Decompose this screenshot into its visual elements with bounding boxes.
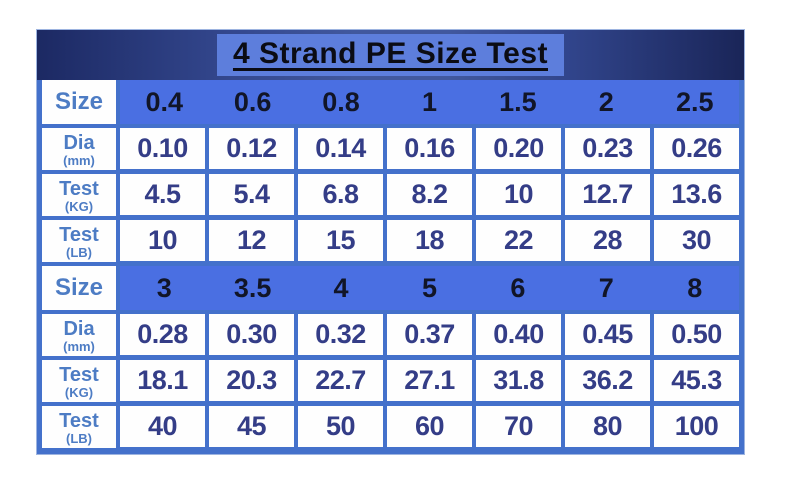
table-value-cell: 0.20	[476, 128, 561, 169]
table-value-cell: 0.28	[120, 314, 205, 355]
table-value-cell: 6.8	[298, 174, 383, 215]
row-label-cell: Test (KG)	[42, 360, 116, 402]
table-value-cell: 28	[565, 220, 650, 261]
table-value-cell: 0.16	[387, 128, 472, 169]
table-value-cell: 10	[476, 174, 561, 215]
row-label-main: Test	[59, 409, 99, 432]
table-value-cell: 0.23	[565, 128, 650, 169]
size-value-cell: 0.4	[145, 86, 183, 117]
size-row-label: Size	[42, 266, 116, 310]
row-label-unit: (mm)	[63, 152, 95, 168]
table-value-cell: 15	[298, 220, 383, 261]
row-label-main: Dia	[63, 131, 95, 154]
table-value-cell: 12.7	[565, 174, 650, 215]
row-label-main: Test	[59, 223, 99, 246]
row-label-main: Dia	[63, 317, 95, 340]
table-value-cell: 100	[654, 406, 739, 447]
table-value-cell: 45	[209, 406, 294, 447]
row-label-unit: (KG)	[64, 198, 94, 214]
size-value-cell: 0.8	[322, 86, 360, 117]
row-label-cell: Dia (mm)	[42, 314, 116, 356]
size-value-cell: 7	[598, 272, 614, 303]
table-value-cell: 0.32	[298, 314, 383, 355]
table-value-cell: 0.26	[654, 128, 739, 169]
table-value-cell: 31.8	[476, 360, 561, 401]
size-value-cell: 2.5	[675, 86, 714, 117]
size-value-cell: 2	[598, 86, 614, 117]
table-value-cell: 18.1	[120, 360, 205, 401]
row-label-cell: Test (LB)	[42, 406, 116, 448]
table-value-cell: 80	[565, 406, 650, 447]
size-value-cell: 3	[156, 272, 172, 303]
table-value-cell: 36.2	[565, 360, 650, 401]
table-value-cell: 30	[654, 220, 739, 261]
size-value-cell: 1	[421, 86, 437, 117]
row-label-cell: Dia (mm)	[42, 128, 116, 170]
table-title-bar: 4 Strand PE Size Test	[37, 30, 744, 80]
table-value-cell: 4.5	[120, 174, 205, 215]
size-value-cell: 0.6	[233, 86, 272, 117]
table-value-cell: 0.12	[209, 128, 294, 169]
table-title: 4 Strand PE Size Test	[216, 34, 565, 76]
size-test-table: 4 Strand PE Size Test Size 0.4 0.6 0.8 1 1.5 2…	[37, 30, 744, 454]
table-value-cell: 27.1	[387, 360, 472, 401]
row-label-main: Test	[59, 177, 99, 200]
table-value-cell: 13.6	[654, 174, 739, 215]
row-label-unit: (LB)	[66, 430, 92, 446]
size-value-cell: 4	[333, 272, 349, 303]
table-grid: Size 0.4 0.6 0.8 1 1.5 2 2.5 Dia (mm) 0.10 0.12 0.14…	[42, 80, 739, 448]
table-value-cell: 22.7	[298, 360, 383, 401]
size-value-cell: 8	[687, 272, 703, 303]
size-row-label: Size	[42, 80, 116, 124]
size-value-cell: 5	[421, 272, 437, 303]
size-value-cell: 6	[510, 272, 526, 303]
table-value-cell: 70	[476, 406, 561, 447]
row-label-cell: Test (KG)	[42, 174, 116, 216]
row-label-cell: Test (LB)	[42, 220, 116, 262]
row-label-unit: (KG)	[64, 384, 94, 400]
table-value-cell: 0.30	[209, 314, 294, 355]
table-value-cell: 0.45	[565, 314, 650, 355]
row-label-main: Test	[59, 363, 99, 386]
table-value-cell: 40	[120, 406, 205, 447]
table-value-cell: 12	[209, 220, 294, 261]
table-value-cell: 0.14	[298, 128, 383, 169]
size-header-row: 0.4 0.6 0.8 1 1.5 2 2.5	[120, 80, 739, 124]
table-value-cell: 0.40	[476, 314, 561, 355]
table-value-cell: 60	[387, 406, 472, 447]
table-value-cell: 20.3	[209, 360, 294, 401]
size-value-cell: 3.5	[233, 272, 272, 303]
size-header-row: 3 3.5 4 5 6 7 8	[120, 266, 739, 310]
row-label-unit: (LB)	[66, 244, 92, 260]
table-value-cell: 8.2	[387, 174, 472, 215]
table-value-cell: 0.50	[654, 314, 739, 355]
size-value-cell: 1.5	[499, 86, 537, 117]
table-value-cell: 0.10	[120, 128, 205, 169]
table-value-cell: 5.4	[209, 174, 294, 215]
row-label-unit: (mm)	[63, 338, 95, 354]
table-value-cell: 0.37	[387, 314, 472, 355]
table-value-cell: 22	[476, 220, 561, 261]
table-value-cell: 45.3	[654, 360, 739, 401]
table-value-cell: 18	[387, 220, 472, 261]
table-value-cell: 50	[298, 406, 383, 447]
table-value-cell: 10	[120, 220, 205, 261]
